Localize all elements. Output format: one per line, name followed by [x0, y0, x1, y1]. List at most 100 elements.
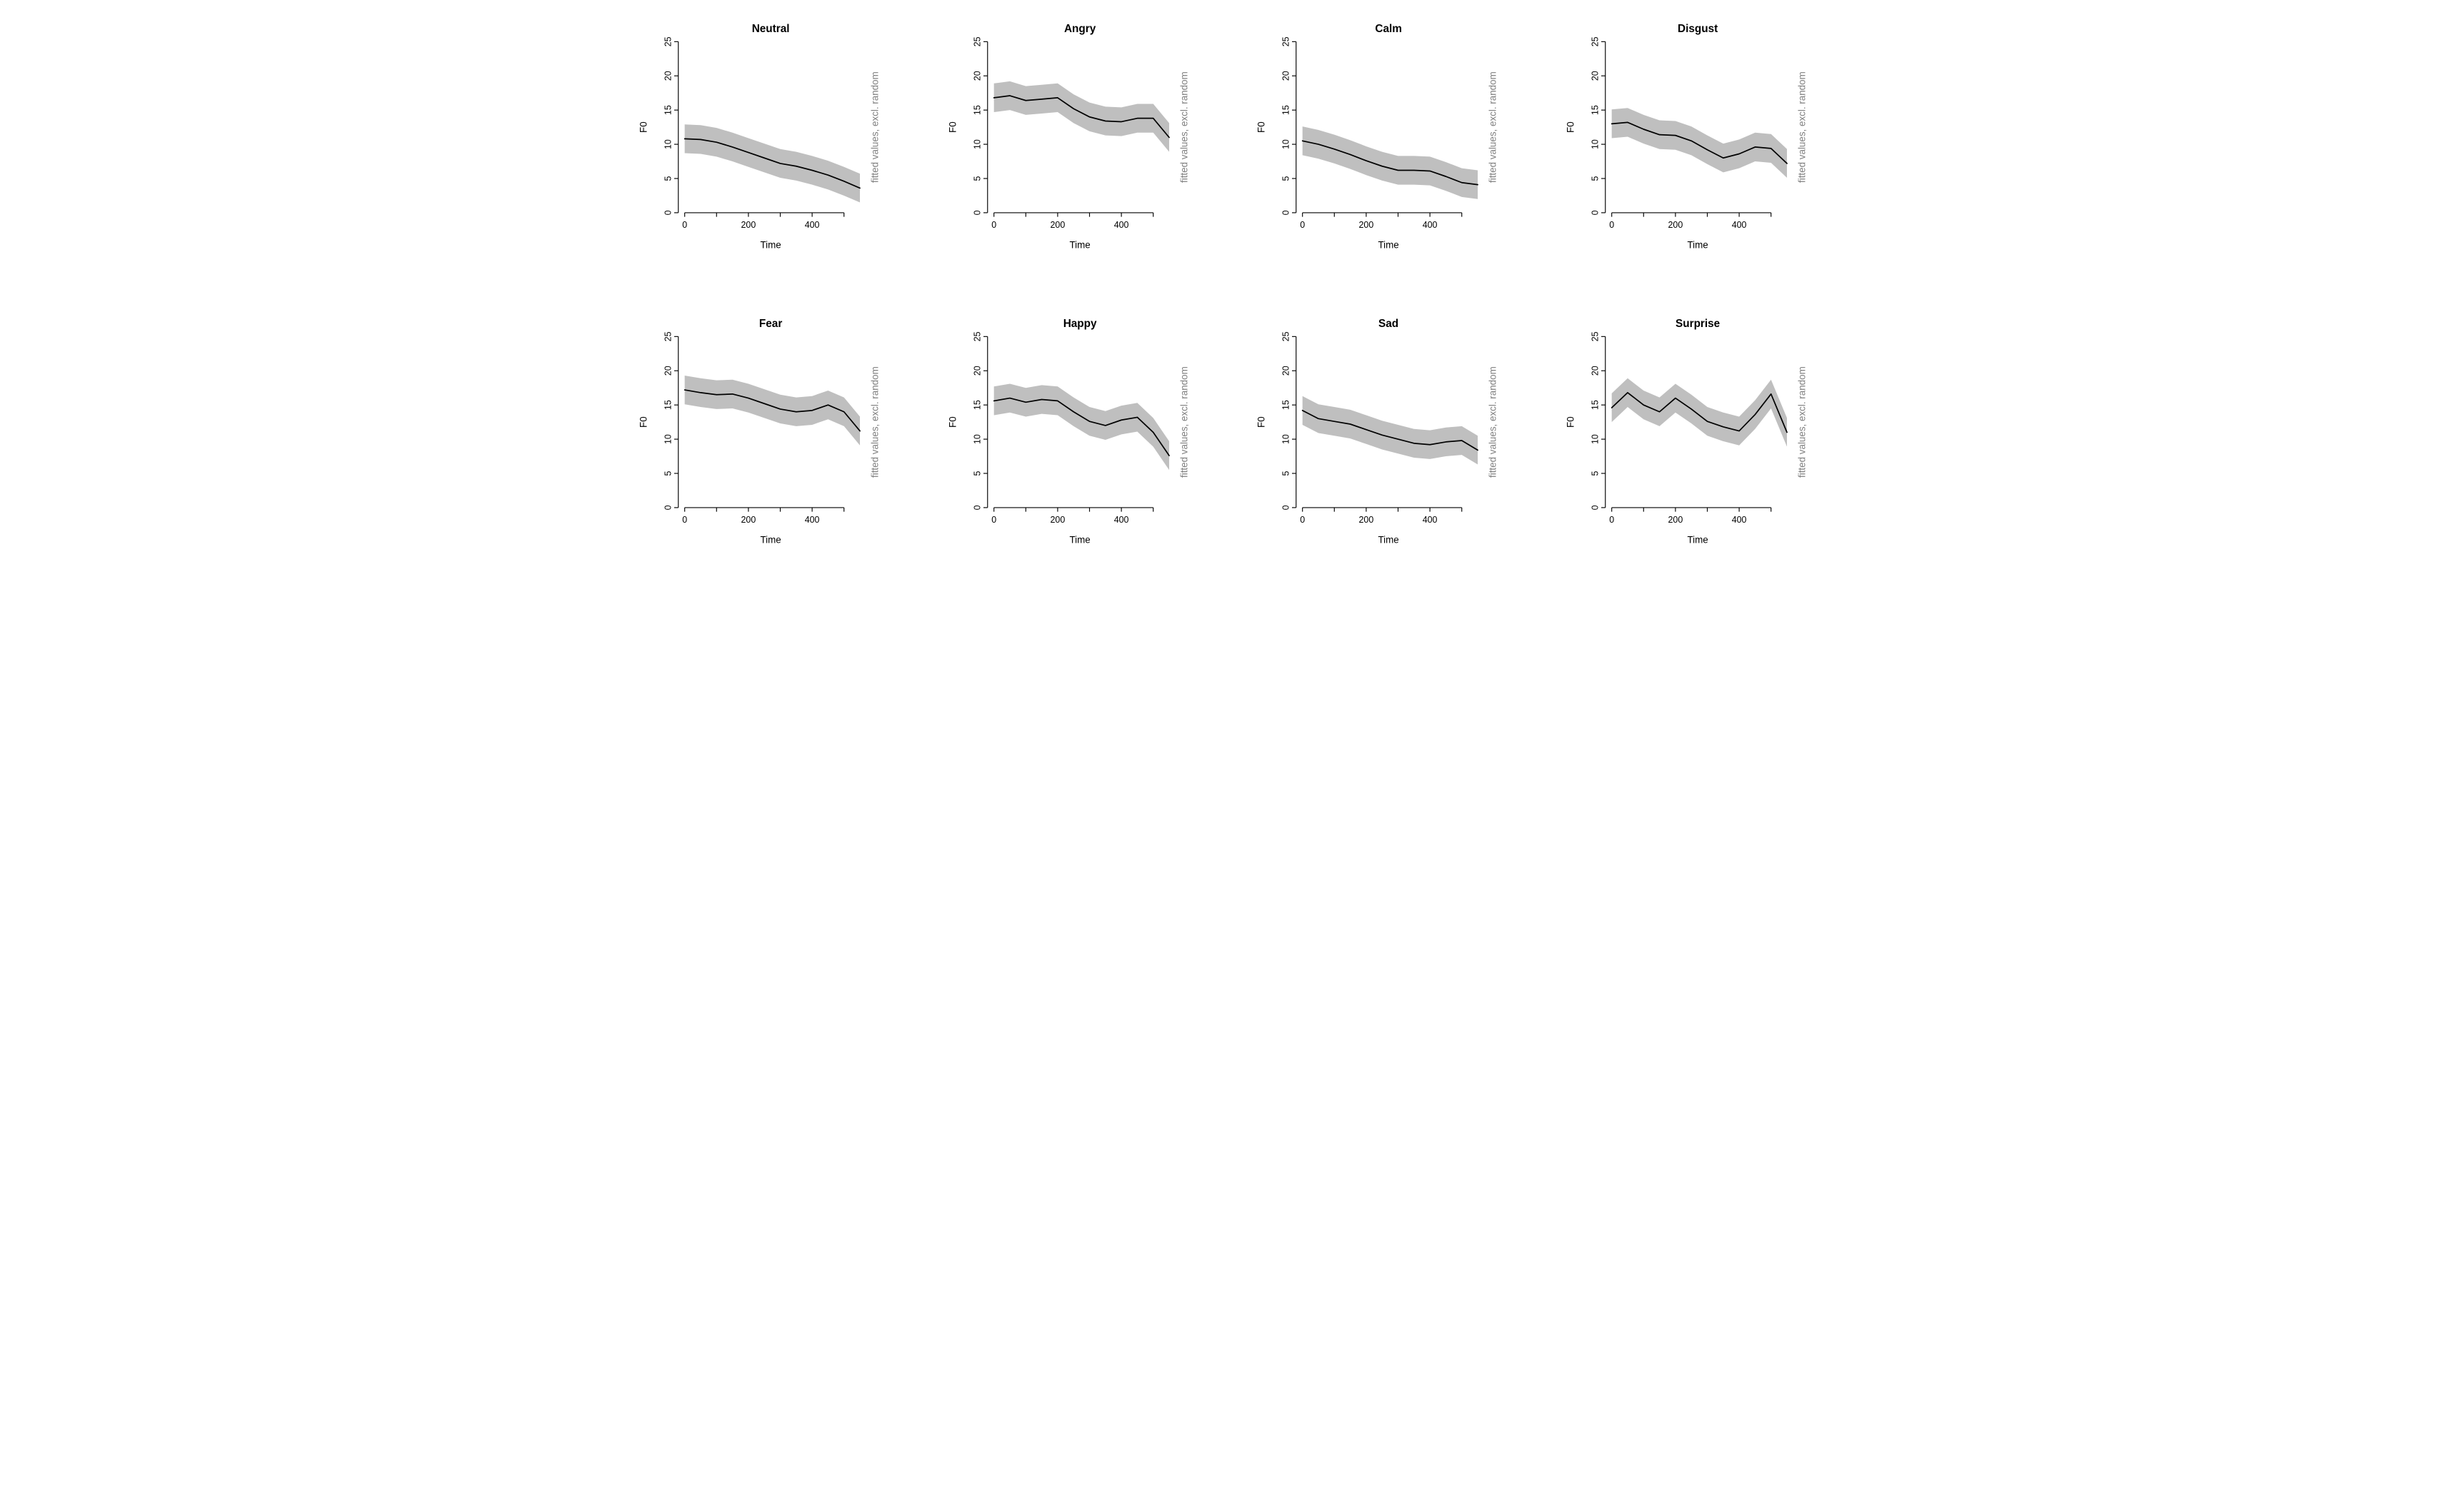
y-tick-label: 15	[1281, 105, 1291, 115]
x-tick-label: 200	[1359, 220, 1374, 230]
x-tick-label: 0	[1609, 220, 1614, 230]
panel: Sad05101520250200400F0Timefitted values,…	[1243, 309, 1531, 583]
line-chart-panel: Neutral05101520250200400F0Timefitted val…	[625, 14, 913, 288]
x-tick-label: 400	[1113, 515, 1128, 525]
x-tick-label: 200	[1668, 220, 1683, 230]
y-tick-label: 10	[663, 434, 673, 444]
secondary-y-label: fitted values, excl. random	[1488, 71, 1498, 183]
y-tick-label: 15	[972, 105, 982, 115]
panel-title: Fear	[759, 318, 782, 330]
y-tick-label: 0	[1281, 210, 1291, 215]
x-tick-label: 400	[1731, 515, 1746, 525]
chart-grid: Neutral05101520250200400F0Timefitted val…	[625, 14, 1839, 583]
x-axis-label: Time	[1069, 535, 1090, 546]
y-tick-label: 20	[1590, 71, 1600, 81]
x-tick-label: 0	[1609, 515, 1614, 525]
x-tick-label: 400	[1423, 515, 1438, 525]
confidence-band	[1303, 126, 1478, 199]
panel-title: Sad	[1378, 318, 1398, 330]
y-tick-label: 5	[972, 176, 982, 181]
panel: Neutral05101520250200400F0Timefitted val…	[625, 14, 913, 288]
y-tick-label: 25	[1590, 332, 1600, 342]
y-tick-label: 5	[972, 471, 982, 476]
y-tick-label: 15	[1590, 105, 1600, 115]
panel: Happy05101520250200400F0Timefitted value…	[934, 309, 1222, 583]
confidence-band	[685, 124, 860, 202]
secondary-y-label: fitted values, excl. random	[1178, 71, 1189, 183]
x-axis-label: Time	[760, 240, 781, 251]
y-axis-label: F0	[638, 417, 649, 428]
y-tick-label: 20	[663, 71, 673, 81]
secondary-y-label: fitted values, excl. random	[1796, 71, 1807, 183]
panel-title: Happy	[1063, 318, 1096, 330]
x-tick-label: 200	[1668, 515, 1683, 525]
x-axis-label: Time	[1378, 240, 1398, 251]
x-tick-label: 0	[991, 220, 996, 230]
y-tick-label: 15	[663, 400, 673, 410]
panel-title: Neutral	[752, 23, 790, 35]
x-tick-label: 400	[1731, 220, 1746, 230]
y-tick-label: 10	[972, 139, 982, 149]
y-tick-label: 5	[1590, 176, 1600, 181]
x-axis-label: Time	[1687, 240, 1708, 251]
y-tick-label: 10	[972, 434, 982, 444]
y-tick-label: 0	[972, 506, 982, 511]
panel: Surprise05101520250200400F0Timefitted va…	[1552, 309, 1840, 583]
line-chart-panel: Calm05101520250200400F0Timefitted values…	[1243, 14, 1531, 288]
y-tick-label: 5	[1281, 176, 1291, 181]
confidence-band	[1303, 396, 1478, 465]
x-tick-label: 400	[1423, 220, 1438, 230]
y-tick-label: 25	[1590, 36, 1600, 46]
y-tick-label: 0	[663, 506, 673, 511]
y-tick-label: 25	[1281, 332, 1291, 342]
x-tick-label: 0	[991, 515, 996, 525]
y-axis-label: F0	[1565, 121, 1576, 133]
panel: Disgust05101520250200400F0Timefitted val…	[1552, 14, 1840, 288]
y-tick-label: 25	[972, 36, 982, 46]
y-tick-label: 0	[1590, 210, 1600, 215]
y-tick-label: 0	[1590, 506, 1600, 511]
y-axis-label: F0	[1565, 417, 1576, 428]
line-chart-panel: Surprise05101520250200400F0Timefitted va…	[1552, 309, 1840, 583]
y-tick-label: 20	[1281, 366, 1291, 376]
confidence-band	[1611, 378, 1786, 447]
confidence-band	[1611, 108, 1786, 178]
line-chart-panel: Sad05101520250200400F0Timefitted values,…	[1243, 309, 1531, 583]
y-tick-label: 20	[1590, 366, 1600, 376]
x-tick-label: 200	[741, 515, 756, 525]
panel: Calm05101520250200400F0Timefitted values…	[1243, 14, 1531, 288]
y-tick-label: 10	[1590, 434, 1600, 444]
y-tick-label: 0	[663, 210, 673, 215]
y-tick-label: 15	[1590, 400, 1600, 410]
x-tick-label: 200	[1050, 220, 1065, 230]
secondary-y-label: fitted values, excl. random	[1178, 367, 1189, 478]
y-tick-label: 5	[1590, 471, 1600, 476]
line-chart-panel: Fear05101520250200400F0Timefitted values…	[625, 309, 913, 583]
x-tick-label: 400	[805, 515, 820, 525]
y-tick-label: 15	[1281, 400, 1291, 410]
panel-title: Angry	[1063, 23, 1096, 35]
y-tick-label: 25	[663, 332, 673, 342]
y-tick-label: 15	[972, 400, 982, 410]
panel: Angry05101520250200400F0Timefitted value…	[934, 14, 1222, 288]
y-tick-label: 10	[663, 139, 673, 149]
panel: Fear05101520250200400F0Timefitted values…	[625, 309, 913, 583]
panel-title: Calm	[1375, 23, 1401, 35]
y-tick-label: 20	[663, 366, 673, 376]
y-tick-label: 10	[1281, 434, 1291, 444]
confidence-band	[993, 384, 1168, 471]
line-chart-panel: Happy05101520250200400F0Timefitted value…	[934, 309, 1222, 583]
y-tick-label: 15	[663, 105, 673, 115]
x-tick-label: 200	[1359, 515, 1374, 525]
panel-title: Surprise	[1676, 318, 1720, 330]
y-axis-label: F0	[1256, 417, 1267, 428]
x-tick-label: 200	[1050, 515, 1065, 525]
x-tick-label: 400	[1113, 220, 1128, 230]
y-tick-label: 0	[1281, 506, 1291, 511]
secondary-y-label: fitted values, excl. random	[1488, 367, 1498, 478]
x-tick-label: 0	[1300, 220, 1305, 230]
y-tick-label: 25	[1281, 36, 1291, 46]
line-chart-panel: Disgust05101520250200400F0Timefitted val…	[1552, 14, 1840, 288]
y-tick-label: 20	[1281, 71, 1291, 81]
x-axis-label: Time	[1378, 535, 1398, 546]
